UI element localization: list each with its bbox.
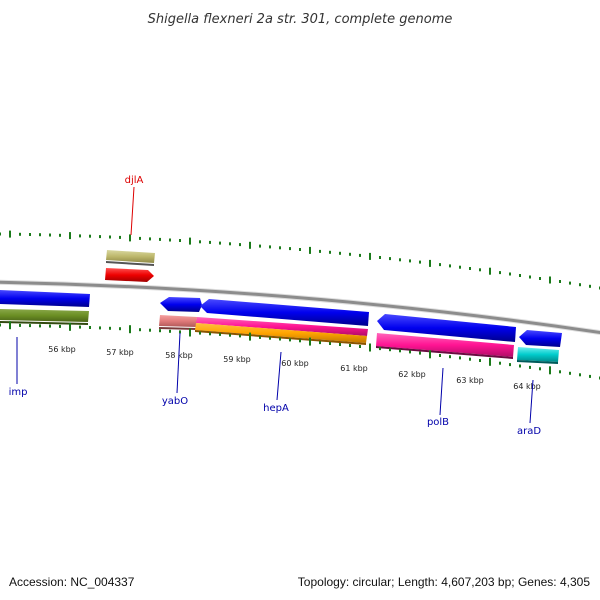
scale-label-59kbp: 59 kbp [223,355,251,364]
hepA-connector [276,351,282,401]
cds-araD [519,330,562,347]
scale-label-57kbp: 57 kbp [106,348,134,357]
cds-imp [0,290,90,307]
gene-label-hepA: hepA [263,403,289,414]
cds-yabO [160,297,202,312]
genome-backbone-line [0,280,600,335]
feature-imp-olive [0,309,89,325]
feature-yabO-salmon [159,315,197,330]
feature-araD-cyan [517,347,559,364]
gene-label-djlA: djlA [125,175,144,186]
gene-label-polB: polB [427,417,449,428]
araD-connector [529,379,534,424]
djlA-connector [130,186,135,236]
inner-tick-ring [0,321,600,380]
scale-label-63kbp: 63 kbp [456,376,484,385]
footer-summary: Topology: circular; Length: 4,607,203 bp… [298,575,591,589]
cds-hepA [200,299,369,326]
feature-polB-pink [376,333,514,359]
scale-label-62kbp: 62 kbp [398,370,426,379]
gene-label-yabO: yabO [162,396,188,407]
feature-hepA-pink [196,317,368,336]
cds-polB [377,314,516,342]
feature-djlA-khaki [106,250,155,266]
gene-label-araD: araD [517,426,541,437]
yabO-connector [176,332,181,394]
footer-accession: Accession: NC_004337 [9,575,135,589]
scale-label-56kbp: 56 kbp [48,345,76,354]
map-title: Shigella flexneri 2a str. 301, complete … [148,12,453,27]
feature-djlA [105,268,154,282]
scale-label-60kbp: 60 kbp [281,359,309,368]
outer-tick-ring [0,230,600,290]
polB-connector [439,367,444,416]
gene-label-imp: imp [9,387,28,398]
scale-label-64kbp: 64 kbp [513,382,541,391]
scale-label-61kbp: 61 kbp [340,364,368,373]
